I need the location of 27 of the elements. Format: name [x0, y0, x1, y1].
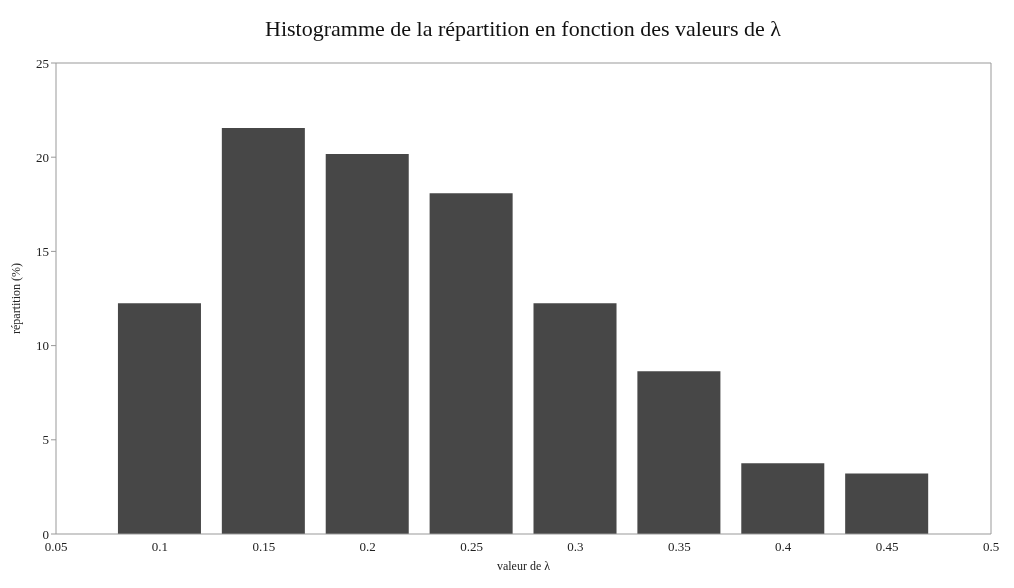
- y-tick-label: 5: [42, 432, 49, 448]
- x-tick-label: 0.1: [151, 539, 169, 555]
- y-tick-label: 25: [36, 55, 49, 71]
- x-tick-label: 0.15: [252, 539, 276, 555]
- y-tick-label: 0: [42, 526, 49, 542]
- bar: [533, 303, 617, 534]
- x-tick-label: 0.5: [982, 539, 1000, 555]
- y-axis-title: répartition (%): [9, 263, 24, 334]
- bar: [429, 193, 513, 534]
- bar: [221, 128, 305, 534]
- bar: [117, 303, 201, 534]
- bar: [845, 473, 929, 534]
- y-tick-label: 15: [36, 244, 49, 260]
- x-tick-label: 0.35: [667, 539, 691, 555]
- x-tick-label: 0.3: [567, 539, 584, 555]
- x-tick-label: 0.4: [775, 539, 792, 555]
- x-tick-label: 0.45: [875, 539, 899, 555]
- bar: [637, 371, 721, 534]
- chart-title: Histogramme de la répartition en fonction des valeurs de λ: [264, 16, 782, 42]
- bar: [741, 463, 825, 534]
- x-tick-label: 0.05: [44, 539, 68, 555]
- y-tick-label: 20: [36, 149, 49, 165]
- x-tick-label: 0.25: [460, 539, 483, 555]
- x-tick-label: 0.2: [359, 539, 376, 555]
- bar: [325, 154, 409, 534]
- y-tick-label: 10: [36, 338, 49, 354]
- x-axis-title: valeur de λ: [496, 559, 551, 573]
